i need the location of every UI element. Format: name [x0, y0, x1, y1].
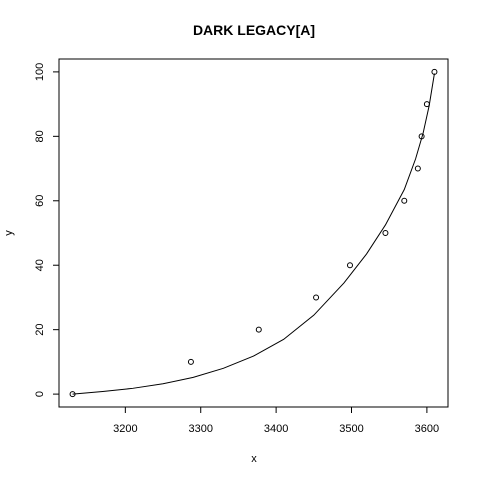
data-point: [69, 391, 76, 398]
x-axis-label: x: [251, 453, 257, 465]
y-tick-label: 20: [34, 324, 46, 336]
data-point: [382, 230, 389, 236]
x-tick-label: 3600: [415, 423, 439, 435]
y-tick-label: 60: [34, 195, 46, 207]
x-tick-label: 3500: [339, 423, 363, 435]
data-point: [187, 358, 194, 365]
y-tick-label: 40: [34, 259, 46, 271]
x-tick-label: 3400: [264, 423, 288, 435]
data-point: [418, 133, 425, 140]
y-tick-label: 0: [34, 391, 46, 397]
data-point: [346, 262, 353, 269]
data-point: [414, 165, 421, 172]
data-point: [423, 101, 430, 108]
data-point: [255, 326, 262, 333]
plot-frame: [58, 58, 449, 408]
data-point: [431, 68, 438, 75]
chart-title: DARK LEGACY[A]: [193, 22, 315, 38]
fit-curve: [72, 73, 435, 395]
data-points: [69, 68, 438, 398]
x-tick-label: 3200: [113, 423, 137, 435]
x-tick-label: 3300: [188, 423, 212, 435]
x-axis: 3200 3300 3400 3500 3600: [113, 407, 439, 435]
data-point: [401, 197, 408, 204]
y-tick-label: 80: [34, 130, 46, 142]
y-axis: 0 20 40 60 80 100: [34, 63, 59, 397]
data-point: [313, 294, 320, 301]
y-tick-label: 100: [34, 63, 46, 81]
y-axis-label: y: [3, 230, 15, 236]
